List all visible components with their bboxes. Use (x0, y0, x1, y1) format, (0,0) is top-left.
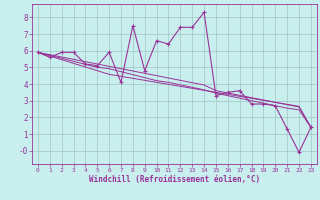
X-axis label: Windchill (Refroidissement éolien,°C): Windchill (Refroidissement éolien,°C) (89, 175, 260, 184)
